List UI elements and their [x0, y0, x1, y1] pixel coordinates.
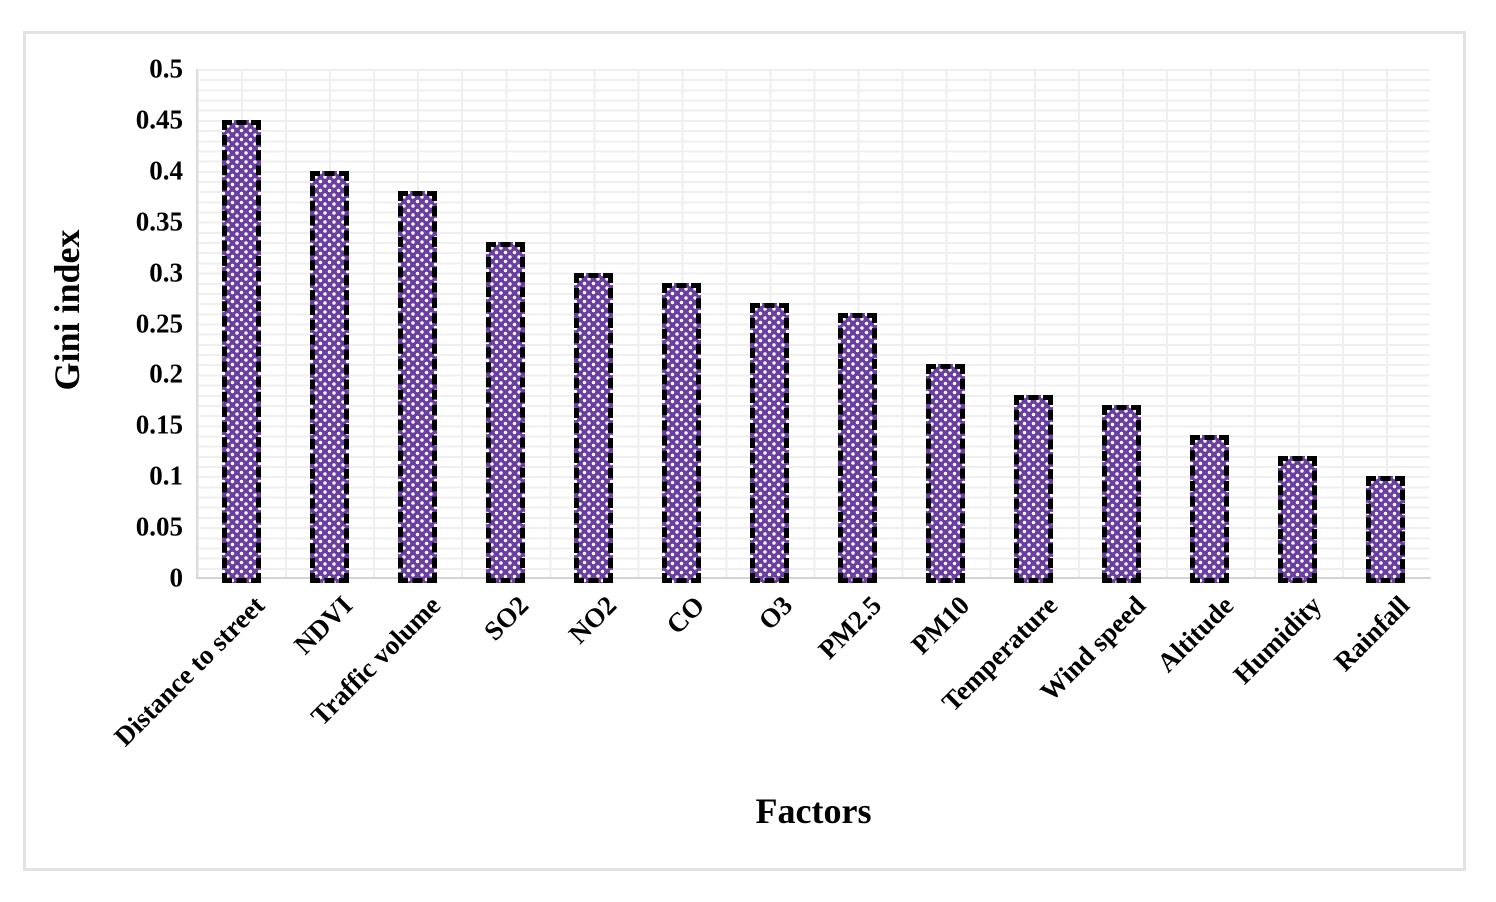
y-tick-label: 0: [169, 562, 184, 593]
y-tick-label: 0.3: [149, 257, 183, 288]
y-tick-label: 0.45: [135, 104, 183, 135]
y-tick-label: 0.5: [149, 53, 183, 84]
y-tick-label: 0.25: [135, 308, 183, 338]
bar-temperature: [1014, 395, 1054, 583]
bar-humidity: [1278, 456, 1318, 583]
y-axis-line: [196, 69, 198, 578]
bar-ndvi: [309, 171, 349, 583]
bar-wind-speed: [1102, 405, 1142, 583]
bar-o3: [749, 303, 789, 583]
bar-no2: [573, 273, 613, 583]
bar-distance-to-street: [221, 120, 261, 583]
bar-pm10: [926, 364, 966, 583]
bar-pm2-5: [838, 313, 878, 583]
y-tick-label: 0.1: [149, 460, 183, 491]
bar-altitude: [1190, 435, 1230, 583]
x-axis-title: Factors: [755, 791, 872, 831]
bar-rainfall: [1366, 476, 1406, 583]
y-tick-label: 0.35: [135, 206, 183, 237]
bar-co: [661, 283, 701, 583]
bar-so2: [485, 242, 525, 583]
y-tick-label: 0.2: [149, 358, 183, 389]
y-tick-label: 0.05: [135, 511, 183, 542]
x-axis-line: [196, 577, 1431, 579]
y-axis-title: Gini index: [47, 229, 87, 391]
bar-traffic-volume: [397, 191, 437, 583]
y-tick-label: 0.4: [149, 155, 183, 186]
y-tick-label: 0.15: [135, 409, 183, 440]
plot-area: [197, 69, 1430, 578]
